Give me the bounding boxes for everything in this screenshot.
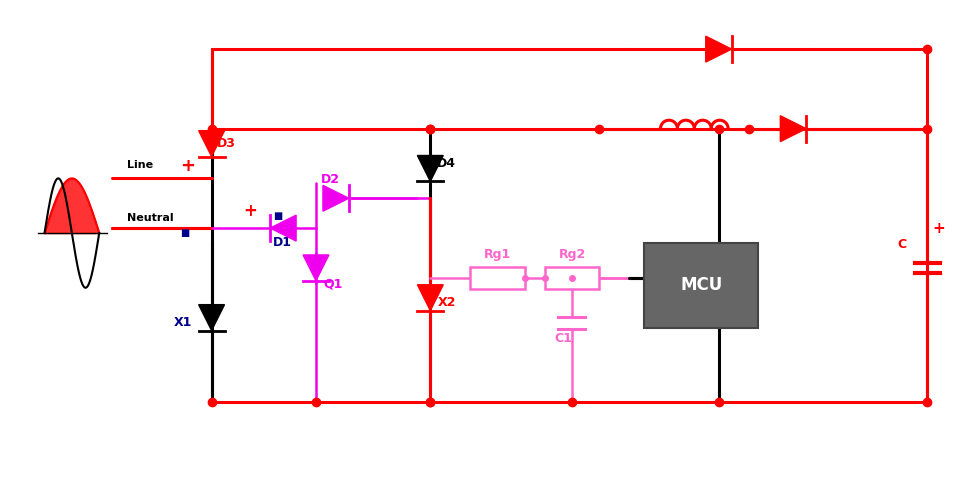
Polygon shape	[323, 185, 349, 211]
Text: X1: X1	[174, 316, 192, 328]
FancyBboxPatch shape	[470, 267, 525, 289]
Polygon shape	[199, 305, 224, 330]
Text: +: +	[179, 158, 195, 176]
Polygon shape	[780, 116, 806, 142]
Polygon shape	[706, 36, 731, 62]
Text: Q1: Q1	[323, 278, 342, 291]
Text: ■: ■	[273, 211, 283, 221]
Text: Neutral: Neutral	[127, 213, 174, 223]
Text: Rg1: Rg1	[484, 248, 511, 261]
Text: Line: Line	[127, 161, 153, 170]
Text: C1: C1	[555, 332, 572, 346]
Text: Rg2: Rg2	[559, 248, 586, 261]
Polygon shape	[303, 255, 329, 281]
Text: ■: ■	[179, 228, 189, 238]
FancyBboxPatch shape	[644, 243, 759, 327]
FancyBboxPatch shape	[545, 267, 600, 289]
Polygon shape	[417, 285, 444, 311]
Text: D3: D3	[216, 137, 235, 150]
Text: X2: X2	[437, 296, 455, 308]
Text: D4: D4	[437, 157, 456, 170]
Polygon shape	[417, 156, 444, 182]
Text: +: +	[932, 221, 945, 236]
Polygon shape	[199, 131, 224, 157]
Text: MCU: MCU	[681, 276, 722, 294]
Text: D2: D2	[321, 173, 340, 186]
Text: +: +	[244, 202, 257, 220]
Polygon shape	[270, 215, 296, 241]
Text: D1: D1	[273, 236, 292, 249]
Text: C: C	[898, 238, 907, 251]
